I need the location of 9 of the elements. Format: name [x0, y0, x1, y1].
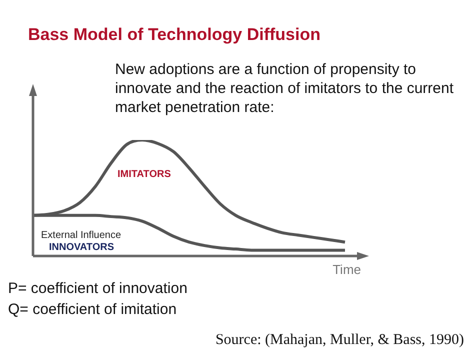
chart-title: Bass Model of Technology Diffusion — [28, 25, 320, 44]
annotation: External Influence — [41, 230, 122, 241]
text: INNOVATORS — [49, 242, 114, 253]
x-axis-title: Time — [332, 262, 361, 277]
series-label: IMITATORS — [118, 169, 172, 180]
chart-subtitle: New adoptions are a function of propensity to innovate and the reaction of imitators to the current market penetration rate: — [115, 61, 454, 116]
source-note: Source: (Mahajan, Muller, & Bass, 1990) — [215, 332, 464, 348]
text: Q= coefficient of imitation — [8, 301, 177, 318]
text: P= coefficient of innovation — [8, 280, 188, 297]
